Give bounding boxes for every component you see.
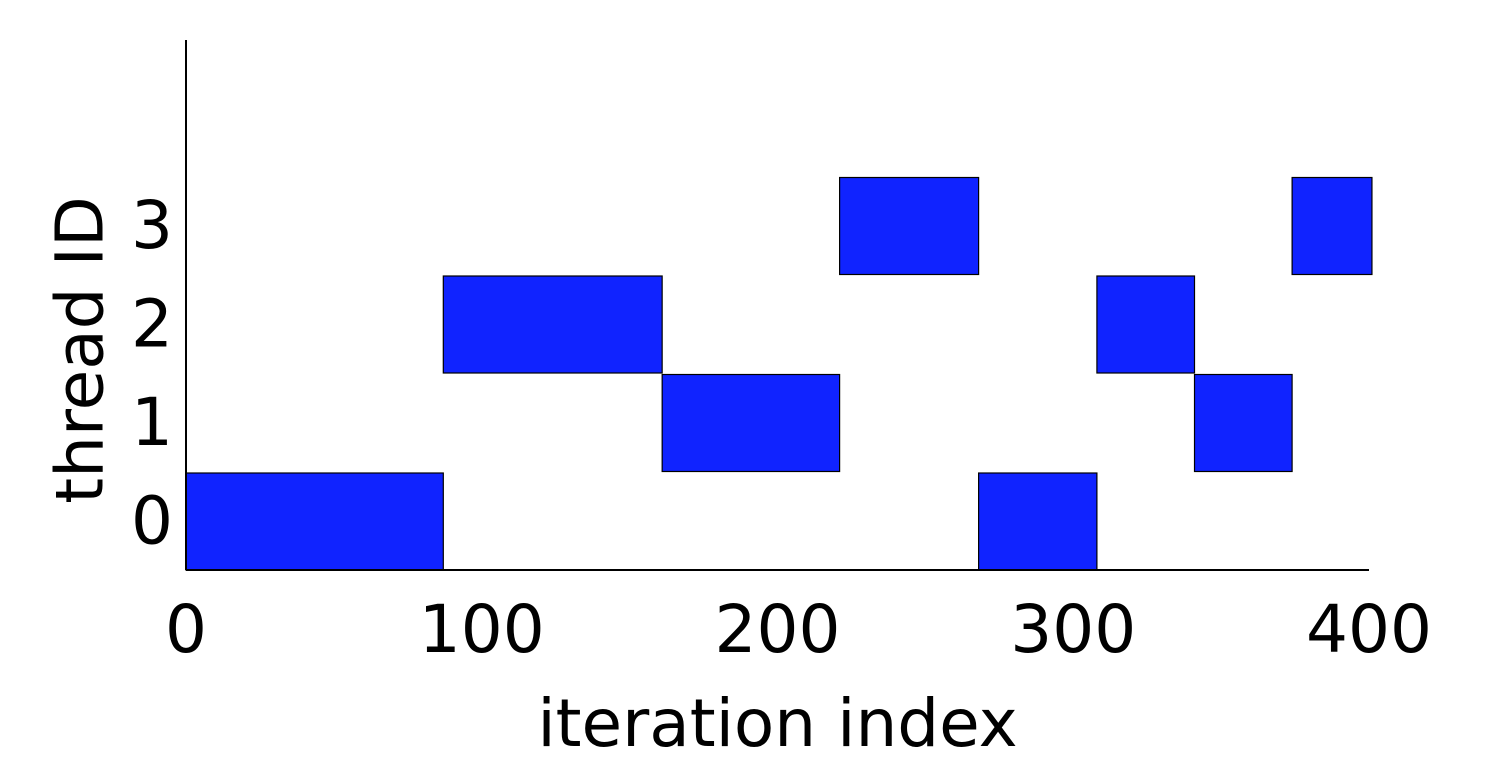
- bar-segment-thread-1-6: [1193, 373, 1293, 473]
- bar-segment-thread-0-0: [185, 472, 444, 571]
- bar-segment-thread-3-3: [839, 176, 980, 276]
- y-tick-label-0: 0: [131, 482, 173, 559]
- y-tick-label-1: 1: [131, 384, 173, 461]
- y-tick-labels: 0 1 2 3: [131, 187, 173, 560]
- x-axis-label: iteration index: [537, 685, 1017, 762]
- x-tick-label-400: 400: [1306, 591, 1432, 668]
- bar-segment-thread-0-4: [978, 472, 1098, 571]
- x-tick-label-200: 200: [715, 591, 841, 668]
- bar-segment-thread-2-5: [1096, 275, 1196, 374]
- bar-segment-thread-1-2: [661, 373, 841, 473]
- bar-segment-thread-2-1: [442, 275, 663, 374]
- bar-segment-thread-3-7: [1291, 176, 1373, 276]
- x-tick-labels: 0 100 200 300 400: [165, 591, 1432, 668]
- y-axis-label: thread ID: [42, 196, 119, 504]
- x-tick-label-100: 100: [419, 591, 545, 668]
- y-tick-label-3: 3: [131, 187, 173, 264]
- bars-layer: [185, 176, 1373, 571]
- x-tick-label-300: 300: [1010, 591, 1136, 668]
- y-tick-label-2: 2: [131, 285, 173, 362]
- x-tick-label-0: 0: [165, 591, 207, 668]
